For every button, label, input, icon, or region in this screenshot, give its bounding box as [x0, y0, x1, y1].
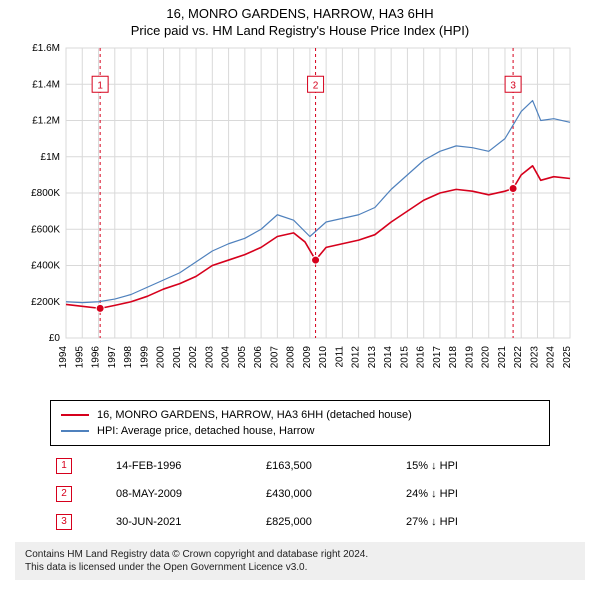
svg-text:2012: 2012 — [351, 346, 362, 369]
sale-date: 08-MAY-2009 — [110, 480, 260, 508]
table-row: 2 08-MAY-2009£430,00024% ↓ HPI — [50, 480, 550, 508]
svg-text:3: 3 — [510, 80, 516, 91]
svg-text:£800K: £800K — [31, 188, 60, 199]
chart-area: £0 £200K £400K £600K £800K £1M £1.2M £1.4M £1.6M… — [20, 42, 580, 392]
svg-text:£0: £0 — [49, 333, 61, 344]
footer-line-1: Contains HM Land Registry data © Crown c… — [25, 548, 575, 561]
table-row: 1 14-FEB-1996£163,50015% ↓ HPI — [50, 452, 550, 480]
title-main: 16, MONRO GARDENS, HARROW, HA3 6HH — [0, 6, 600, 21]
sale-marker-cell: 2 — [50, 480, 110, 508]
svg-text:£1.4M: £1.4M — [32, 79, 60, 90]
footer-box: Contains HM Land Registry data © Crown c… — [15, 542, 585, 580]
svg-text:1996: 1996 — [91, 346, 102, 369]
sale-delta: 15% ↓ HPI — [400, 452, 550, 480]
svg-text:2008: 2008 — [286, 346, 297, 369]
legend-row: HPI: Average price, detached house, Harr… — [61, 423, 539, 439]
svg-text:2022: 2022 — [513, 346, 524, 369]
svg-text:2016: 2016 — [416, 346, 427, 369]
sale-marker-icon: 2 — [56, 486, 72, 502]
svg-text:1995: 1995 — [74, 346, 85, 369]
svg-text:2001: 2001 — [172, 346, 183, 369]
svg-text:2019: 2019 — [464, 346, 475, 369]
footer-line-2: This data is licensed under the Open Gov… — [25, 561, 575, 574]
svg-text:2: 2 — [313, 80, 319, 91]
svg-text:2004: 2004 — [221, 346, 232, 369]
svg-text:1999: 1999 — [139, 346, 150, 369]
sale-price: £163,500 — [260, 452, 400, 480]
sale-price: £430,000 — [260, 480, 400, 508]
svg-text:2025: 2025 — [562, 346, 573, 369]
sale-delta: 27% ↓ HPI — [400, 508, 550, 536]
svg-text:1: 1 — [97, 80, 103, 91]
svg-text:2018: 2018 — [448, 346, 459, 369]
svg-text:1994: 1994 — [58, 346, 69, 369]
legend-label: 16, MONRO GARDENS, HARROW, HA3 6HH (deta… — [97, 409, 412, 421]
svg-text:2020: 2020 — [481, 346, 492, 369]
svg-text:£1.2M: £1.2M — [32, 116, 60, 127]
svg-text:1997: 1997 — [107, 346, 118, 369]
sale-date: 30-JUN-2021 — [110, 508, 260, 536]
svg-text:£200K: £200K — [31, 297, 60, 308]
svg-text:2000: 2000 — [156, 346, 167, 369]
svg-text:£400K: £400K — [31, 261, 60, 272]
svg-text:2011: 2011 — [334, 346, 345, 368]
svg-text:2010: 2010 — [318, 346, 329, 369]
sale-marker-cell: 3 — [50, 508, 110, 536]
sale-marker-icon: 1 — [56, 458, 72, 474]
table-row: 3 30-JUN-2021£825,00027% ↓ HPI — [50, 508, 550, 536]
chart-container: 16, MONRO GARDENS, HARROW, HA3 6HH Price… — [0, 0, 600, 580]
sale-marker-icon: 3 — [56, 514, 72, 530]
legend-swatch — [61, 430, 89, 432]
svg-text:2009: 2009 — [302, 346, 313, 369]
legend-row: 16, MONRO GARDENS, HARROW, HA3 6HH (deta… — [61, 407, 539, 423]
sales-table: 1 14-FEB-1996£163,50015% ↓ HPI 2 08-MAY-200… — [50, 452, 550, 536]
svg-text:£600K: £600K — [31, 224, 60, 235]
sale-date: 14-FEB-1996 — [110, 452, 260, 480]
svg-text:2015: 2015 — [399, 346, 410, 369]
svg-text:2024: 2024 — [546, 346, 557, 369]
svg-text:£1.6M: £1.6M — [32, 43, 60, 54]
legend-swatch — [61, 414, 89, 416]
line-chart-svg: £0 £200K £400K £600K £800K £1M £1.2M £1.4M £1.6M… — [20, 42, 580, 392]
legend-label: HPI: Average price, detached house, Harr… — [97, 425, 314, 437]
title-sub: Price paid vs. HM Land Registry's House … — [0, 23, 600, 38]
svg-text:2002: 2002 — [188, 346, 199, 369]
svg-text:2003: 2003 — [204, 346, 215, 369]
svg-text:2007: 2007 — [269, 346, 280, 369]
svg-text:2006: 2006 — [253, 346, 264, 369]
svg-text:2005: 2005 — [237, 346, 248, 369]
sale-marker-cell: 1 — [50, 452, 110, 480]
chart-titles: 16, MONRO GARDENS, HARROW, HA3 6HH Price… — [0, 0, 600, 42]
svg-text:2021: 2021 — [497, 346, 508, 369]
sale-delta: 24% ↓ HPI — [400, 480, 550, 508]
legend-box: 16, MONRO GARDENS, HARROW, HA3 6HH (deta… — [50, 400, 550, 446]
sale-price: £825,000 — [260, 508, 400, 536]
svg-text:2017: 2017 — [432, 346, 443, 369]
svg-text:1998: 1998 — [123, 346, 134, 369]
svg-text:2023: 2023 — [529, 346, 540, 369]
svg-text:2014: 2014 — [383, 346, 394, 369]
svg-text:£1M: £1M — [41, 152, 60, 163]
svg-text:2013: 2013 — [367, 346, 378, 369]
